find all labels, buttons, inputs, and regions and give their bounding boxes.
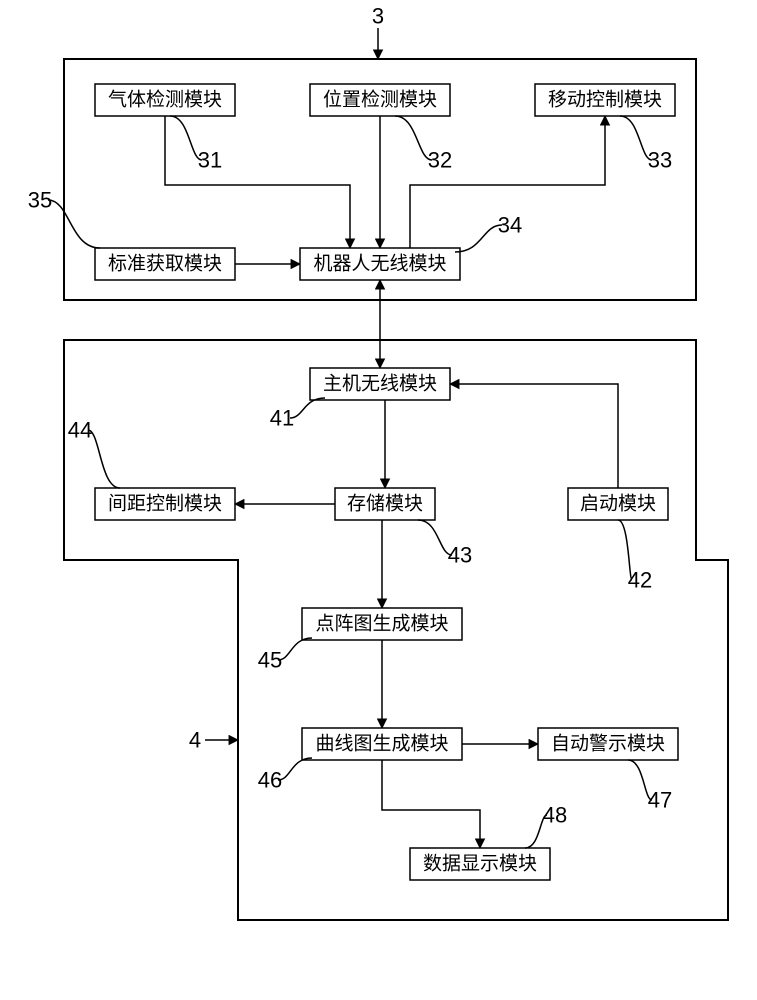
block-diagram: 气体检测模块 位置检测模块 移动控制模块标准获取模块 机器人无线模块主机无线模块间距控… xyxy=(0,0,757,1000)
node-label-n41: 主机无线模块 xyxy=(323,373,437,395)
ref-r45: 45 xyxy=(258,648,282,673)
node-label-n45: 点阵图生成模块 xyxy=(315,613,448,635)
ref-r35: 35 xyxy=(28,188,52,213)
edge-n31-n34 xyxy=(165,116,350,248)
leader-r41 xyxy=(290,398,325,418)
leader-r46 xyxy=(278,758,312,780)
node-label-n32: 位置检测模块 xyxy=(323,89,437,111)
node-label-n48: 数据显示模块 xyxy=(423,853,537,875)
ref-r46: 46 xyxy=(258,768,282,793)
leader-r44 xyxy=(88,430,120,488)
edge-n42-n41 xyxy=(450,384,618,488)
leader-r35 xyxy=(48,200,100,248)
ref-r43: 43 xyxy=(448,543,472,568)
ref-r32: 32 xyxy=(428,148,452,173)
ref-r44: 44 xyxy=(68,418,92,443)
node-label-n43: 存储模块 xyxy=(347,493,423,515)
node-label-n47: 自动警示模块 xyxy=(551,733,665,755)
ref-r33: 33 xyxy=(648,148,672,173)
edge-n46-n48 xyxy=(382,760,480,848)
node-label-n42: 启动模块 xyxy=(580,493,656,515)
ref-r34: 34 xyxy=(498,213,522,238)
node-label-n44: 间距控制模块 xyxy=(108,493,222,515)
leader-r32 xyxy=(395,116,432,160)
ref-r47: 47 xyxy=(648,788,672,813)
ref-r3: 3 xyxy=(372,4,384,29)
node-label-n31: 气体检测模块 xyxy=(108,89,222,111)
ref-r41: 41 xyxy=(270,406,294,431)
leader-r45 xyxy=(278,638,312,660)
ref-r48: 48 xyxy=(543,803,567,828)
ref-r31: 31 xyxy=(198,148,222,173)
node-label-n35: 标准获取模块 xyxy=(108,253,222,275)
node-label-n34: 机器人无线模块 xyxy=(313,253,446,275)
node-label-n46: 曲线图生成模块 xyxy=(315,733,448,755)
ref-r4: 4 xyxy=(189,728,201,753)
ref-r42: 42 xyxy=(628,568,652,593)
node-label-n33: 移动控制模块 xyxy=(548,89,662,111)
leader-r34 xyxy=(455,225,502,252)
